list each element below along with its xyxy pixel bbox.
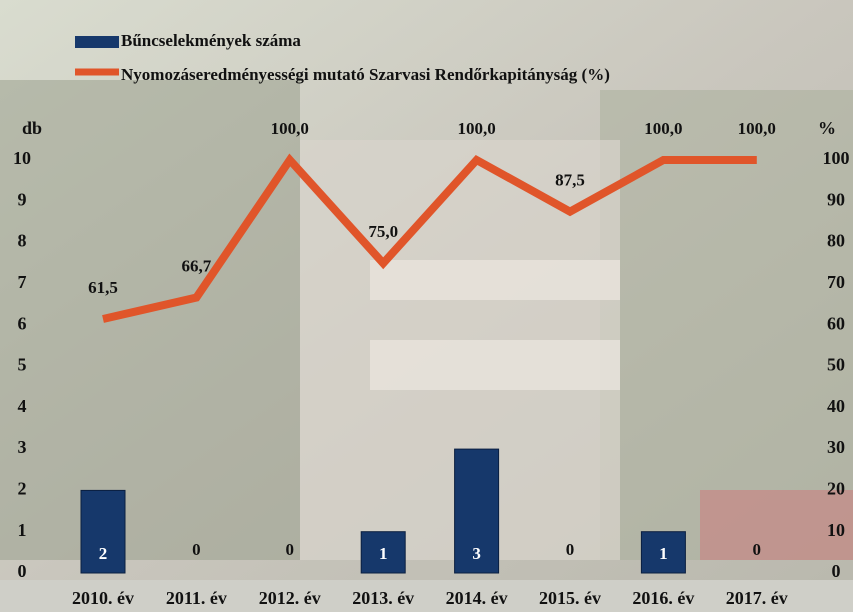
line-value-label: 75,0 (368, 222, 398, 241)
bar (360, 531, 406, 574)
y-tick-label: 6 (18, 313, 27, 333)
y-tick-label: 8 (18, 231, 27, 251)
y2-tick-label: 100 (823, 148, 850, 168)
x-tick-label: 2017. év (726, 588, 788, 608)
y2-tick-label: 30 (827, 437, 845, 457)
x-tick-label: 2013. év (352, 588, 414, 608)
line-value-label: 100,0 (271, 119, 309, 138)
y-tick-label: 10 (13, 148, 31, 168)
y2-tick-label: 90 (827, 189, 845, 209)
y2-tick-label: 50 (827, 355, 845, 375)
y2-tick-label: 10 (827, 520, 845, 540)
y2-tick-label: 0 (832, 561, 841, 581)
bar-value-label: 0 (286, 540, 295, 559)
x-tick-label: 2015. év (539, 588, 601, 608)
bar-value-label: 2 (99, 544, 108, 563)
bar (640, 531, 686, 574)
y-tick-label: 9 (18, 189, 27, 209)
bar-value-label: 1 (379, 544, 388, 563)
y2-tick-label: 70 (827, 272, 845, 292)
line-value-label: 100,0 (457, 119, 495, 138)
trees-left (0, 80, 300, 560)
y-tick-label: 5 (18, 355, 27, 375)
x-tick-label: 2016. év (632, 588, 694, 608)
legend-label: Nyomozáseredményességi mutató Szarvasi R… (121, 65, 610, 84)
y2-tick-label: 80 (827, 231, 845, 251)
footer-strip (0, 580, 853, 612)
bar (80, 489, 126, 574)
bar-value-label: 0 (566, 540, 575, 559)
y2-tick-label: 60 (827, 313, 845, 333)
bar (454, 448, 500, 574)
y-tick-label: 1 (18, 520, 27, 540)
bar-value-label: 0 (753, 540, 762, 559)
x-tick-label: 2010. év (72, 588, 134, 608)
line (102, 153, 757, 323)
y-tick-label: 0 (18, 561, 27, 581)
line-value-label: 61,5 (88, 278, 118, 297)
bar-value-label: 1 (659, 544, 668, 563)
bar-value-label: 3 (472, 544, 481, 563)
line-value-label: 100,0 (644, 119, 682, 138)
legend-label: Bűncselekmények száma (121, 31, 301, 50)
y2-tick-label: 40 (827, 396, 845, 416)
line-value-label: 100,0 (738, 119, 776, 138)
y-tick-label: 2 (18, 479, 27, 499)
y2-axis-label: % (818, 118, 836, 138)
y-axis-label: db (22, 118, 42, 138)
balcony (370, 340, 620, 390)
legend-swatch-bar (75, 36, 119, 48)
bar-value-label: 0 (192, 540, 201, 559)
line-value-label: 87,5 (555, 171, 585, 190)
x-tick-label: 2014. év (446, 588, 508, 608)
y-tick-label: 3 (18, 437, 27, 457)
y2-tick-label: 20 (827, 479, 845, 499)
y-tick-label: 7 (18, 272, 27, 292)
x-tick-label: 2012. év (259, 588, 321, 608)
y-tick-label: 4 (18, 396, 27, 416)
balcony (370, 260, 620, 300)
x-tick-label: 2011. év (166, 588, 227, 608)
car (700, 490, 853, 560)
line-value-label: 66,7 (182, 256, 212, 275)
